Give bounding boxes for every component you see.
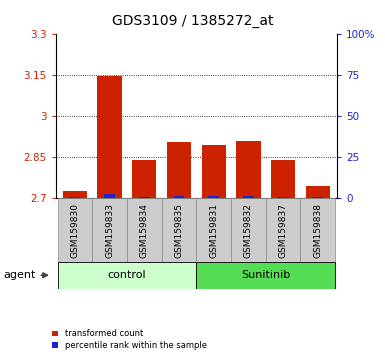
Bar bbox=[127, 198, 162, 262]
Bar bbox=[167, 142, 191, 198]
Text: GSM159831: GSM159831 bbox=[209, 202, 218, 258]
Bar bbox=[162, 198, 196, 262]
Bar bbox=[208, 196, 219, 198]
Bar bbox=[231, 198, 266, 262]
Bar bbox=[306, 186, 330, 198]
Bar bbox=[196, 198, 231, 262]
Bar bbox=[58, 262, 196, 289]
Text: GSM159838: GSM159838 bbox=[313, 202, 322, 258]
Text: GSM159833: GSM159833 bbox=[105, 202, 114, 258]
Bar bbox=[243, 196, 254, 198]
Text: GSM159832: GSM159832 bbox=[244, 202, 253, 258]
Bar bbox=[202, 145, 226, 198]
Bar bbox=[97, 76, 122, 198]
Bar bbox=[132, 160, 156, 198]
Bar bbox=[196, 262, 335, 289]
Text: agent: agent bbox=[4, 270, 36, 280]
Legend: transformed count, percentile rank within the sample: transformed count, percentile rank withi… bbox=[52, 329, 207, 350]
Bar bbox=[63, 192, 87, 198]
Bar bbox=[104, 194, 115, 198]
Bar bbox=[236, 141, 261, 198]
Bar bbox=[174, 196, 184, 198]
Text: control: control bbox=[108, 270, 146, 280]
Text: GDS3109 / 1385272_at: GDS3109 / 1385272_at bbox=[112, 14, 273, 28]
Text: GSM159835: GSM159835 bbox=[174, 202, 184, 258]
Bar bbox=[271, 160, 295, 198]
Text: GSM159830: GSM159830 bbox=[70, 202, 79, 258]
Text: GSM159837: GSM159837 bbox=[279, 202, 288, 258]
Bar bbox=[58, 198, 92, 262]
Text: GSM159834: GSM159834 bbox=[140, 202, 149, 258]
Bar bbox=[300, 198, 335, 262]
Bar bbox=[266, 198, 300, 262]
Bar bbox=[92, 198, 127, 262]
Text: Sunitinib: Sunitinib bbox=[241, 270, 290, 280]
